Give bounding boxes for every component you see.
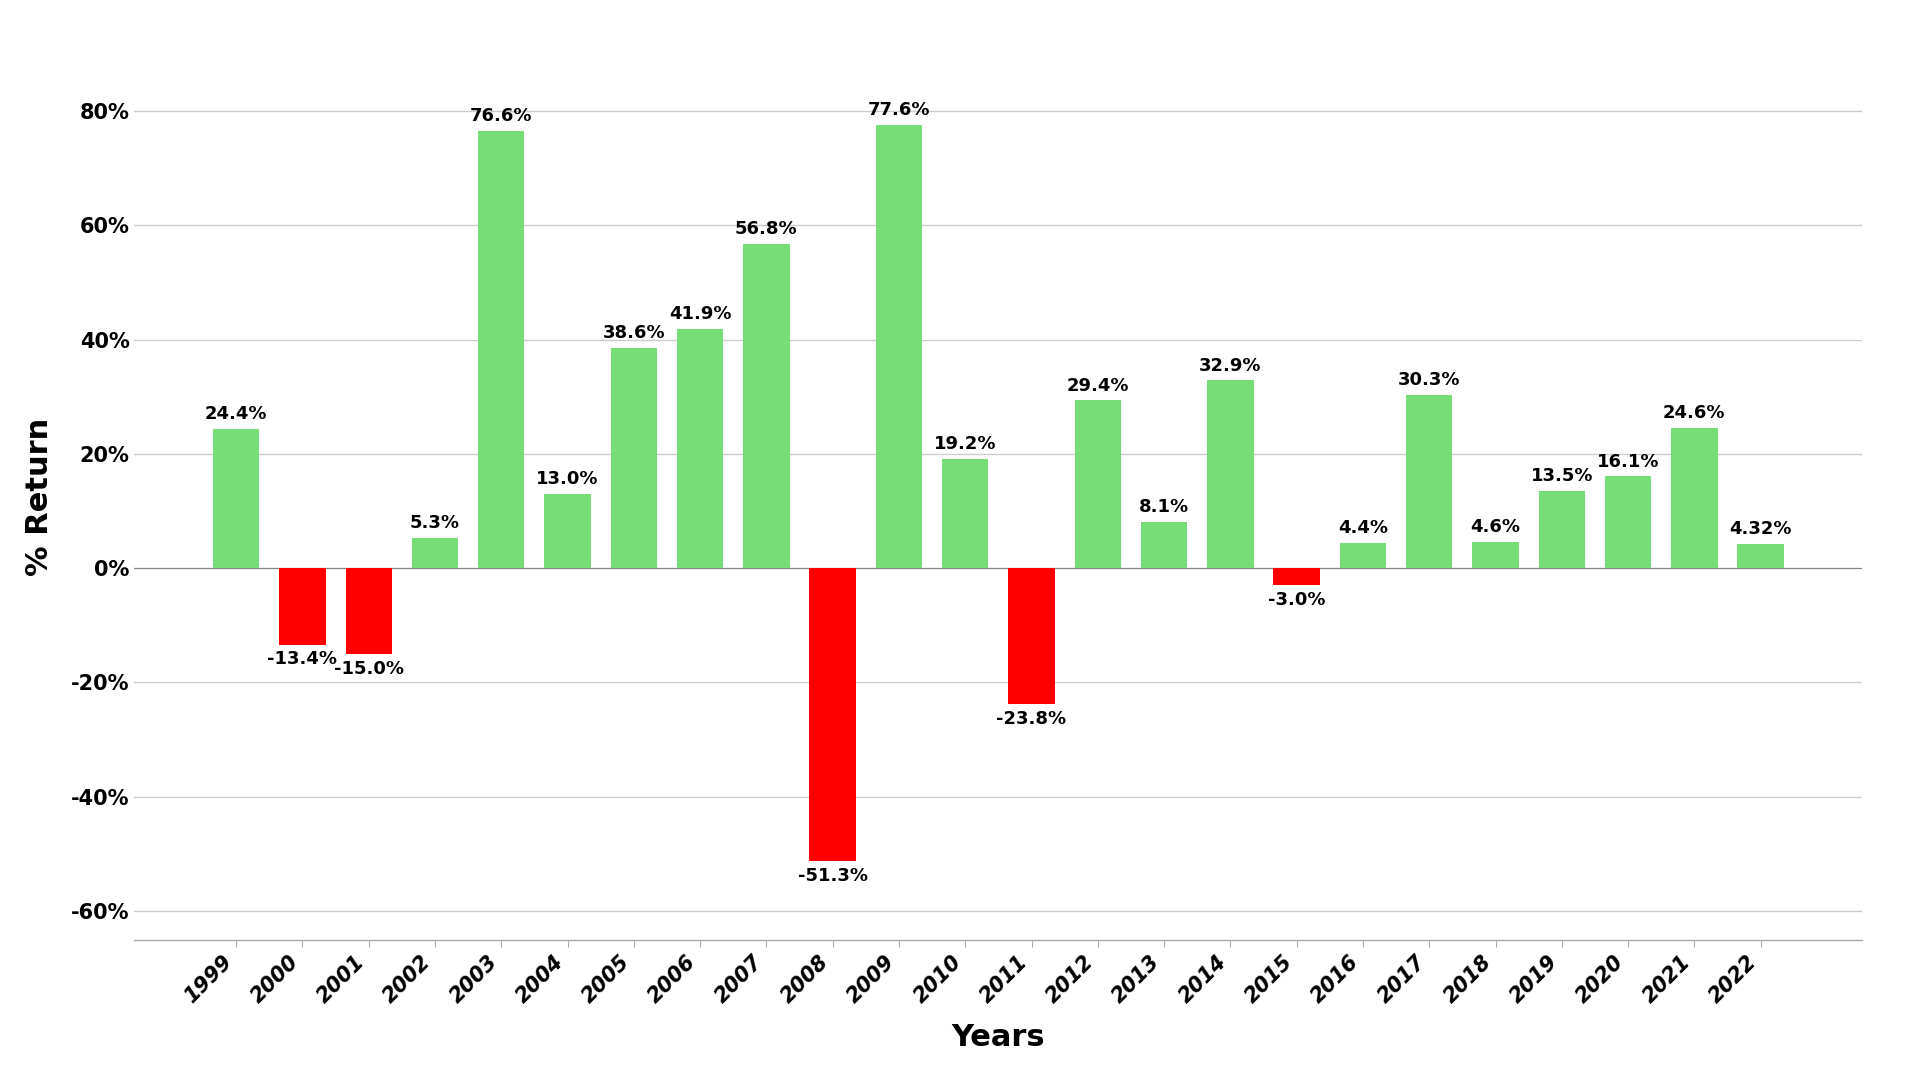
- Text: 41.9%: 41.9%: [668, 306, 732, 323]
- Text: 13.0%: 13.0%: [536, 470, 599, 488]
- Bar: [1075, 401, 1121, 568]
- Text: -23.8%: -23.8%: [996, 710, 1068, 728]
- Text: -51.3%: -51.3%: [797, 867, 868, 885]
- Text: -15.0%: -15.0%: [334, 660, 403, 677]
- Text: 16.1%: 16.1%: [1597, 453, 1659, 471]
- Bar: [1340, 543, 1386, 568]
- Text: 76.6%: 76.6%: [470, 107, 532, 125]
- Text: 4.4%: 4.4%: [1338, 519, 1388, 538]
- Bar: [678, 328, 724, 568]
- Bar: [1605, 476, 1651, 568]
- Text: -3.0%: -3.0%: [1267, 591, 1325, 609]
- Text: 56.8%: 56.8%: [735, 220, 797, 238]
- Text: 24.4%: 24.4%: [205, 405, 267, 423]
- Text: 8.1%: 8.1%: [1139, 498, 1188, 516]
- Bar: [611, 348, 657, 568]
- Bar: [743, 244, 789, 568]
- Text: 77.6%: 77.6%: [868, 102, 929, 119]
- Bar: [213, 429, 259, 568]
- Bar: [278, 568, 326, 645]
- Bar: [1473, 542, 1519, 568]
- Text: 4.32%: 4.32%: [1730, 519, 1791, 538]
- Text: 13.5%: 13.5%: [1530, 468, 1594, 485]
- Bar: [411, 538, 459, 568]
- Bar: [478, 131, 524, 568]
- Text: 32.9%: 32.9%: [1200, 356, 1261, 375]
- Bar: [810, 568, 856, 862]
- Bar: [346, 568, 392, 653]
- Bar: [1273, 568, 1319, 585]
- Y-axis label: % Return: % Return: [25, 418, 54, 576]
- Bar: [943, 459, 989, 568]
- Text: 38.6%: 38.6%: [603, 324, 664, 342]
- Text: 4.6%: 4.6%: [1471, 518, 1521, 537]
- Text: 24.6%: 24.6%: [1663, 404, 1726, 422]
- Text: 29.4%: 29.4%: [1068, 377, 1129, 394]
- Bar: [1738, 543, 1784, 568]
- Bar: [1140, 522, 1187, 568]
- Bar: [1405, 395, 1452, 568]
- Bar: [876, 125, 922, 568]
- Bar: [1538, 491, 1586, 568]
- X-axis label: Years: Years: [952, 1023, 1044, 1052]
- Text: 5.3%: 5.3%: [411, 514, 461, 532]
- Bar: [1208, 380, 1254, 568]
- Bar: [1008, 568, 1054, 704]
- Text: 30.3%: 30.3%: [1398, 372, 1461, 390]
- Bar: [545, 494, 591, 568]
- Bar: [1670, 428, 1718, 568]
- Text: -13.4%: -13.4%: [267, 650, 338, 669]
- Text: 19.2%: 19.2%: [933, 435, 996, 453]
